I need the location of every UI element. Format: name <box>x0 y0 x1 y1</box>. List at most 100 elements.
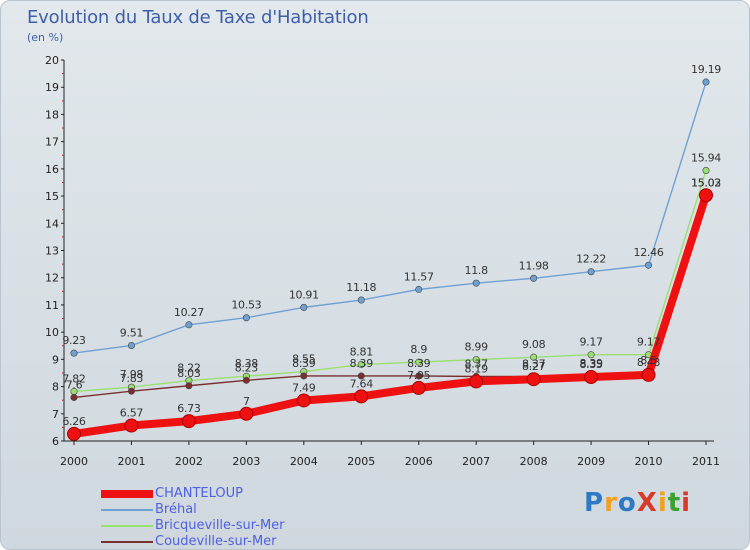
data-point-chanteloup <box>469 374 484 389</box>
data-label-br-hal: 10.27 <box>174 306 204 319</box>
data-point-coudeville-sur-mer <box>357 372 365 380</box>
legend-swatch <box>101 490 153 498</box>
logo-letter: o <box>617 488 637 518</box>
logo-letter: X <box>636 488 658 518</box>
data-point-bricqueville-sur-mer <box>587 351 595 359</box>
y-tick-label: 9 <box>52 353 59 366</box>
data-label-bricqueville-sur-mer: 8.81 <box>350 346 373 359</box>
legend-swatch <box>101 525 153 527</box>
data-point-br-hal <box>185 321 193 329</box>
data-point-coudeville-sur-mer <box>70 393 78 401</box>
data-label-br-hal: 10.53 <box>231 299 261 312</box>
data-point-chanteloup <box>67 426 81 441</box>
data-point-chanteloup <box>526 372 541 387</box>
series-line-bricqueville-sur-mer <box>73 169 707 393</box>
data-label-coudeville-sur-mer: 8.39 <box>407 357 431 370</box>
data-label-coudeville-sur-mer: 8.23 <box>235 361 259 374</box>
data-point-coudeville-sur-mer <box>127 387 135 395</box>
data-label-br-hal: 12.22 <box>576 253 606 266</box>
x-tick-label: 2007 <box>462 455 490 468</box>
logo-letter: i <box>657 488 668 518</box>
data-label-coudeville-sur-mer: 15.02 <box>691 177 721 190</box>
data-point-coudeville-sur-mer <box>242 376 250 384</box>
chart-title: Evolution du Taux de Taxe d'Habitation <box>27 7 369 28</box>
data-point-bricqueville-sur-mer <box>530 353 538 361</box>
data-label-bricqueville-sur-mer: 8.38 <box>235 357 259 370</box>
data-point-bricqueville-sur-mer <box>415 358 423 366</box>
data-point-chanteloup <box>181 414 196 429</box>
y-tick-label: 7 <box>52 408 59 421</box>
y-tick-label: 19 <box>45 81 59 94</box>
series-line-coudeville-sur-mer <box>73 194 707 399</box>
data-label-br-hal: 12.46 <box>634 246 664 259</box>
data-label-br-hal: 9.51 <box>120 326 143 339</box>
data-label-bricqueville-sur-mer: 7.82 <box>62 372 85 385</box>
data-point-br-hal <box>127 341 135 349</box>
legend-label: CHANTELOUP <box>155 486 243 501</box>
data-point-coudeville-sur-mer <box>185 382 193 390</box>
data-point-chanteloup <box>239 406 254 421</box>
data-label-bricqueville-sur-mer: 8.22 <box>177 362 200 375</box>
data-label-coudeville-sur-mer: 8.5 <box>640 354 657 367</box>
data-label-coudeville-sur-mer: 7.6 <box>66 378 83 391</box>
data-point-chanteloup <box>641 367 656 382</box>
x-tick-label: 2004 <box>290 455 318 468</box>
data-label-bricqueville-sur-mer: 8.9 <box>410 343 427 356</box>
data-point-br-hal <box>472 279 480 287</box>
data-point-br-hal <box>645 261 653 269</box>
data-label-coudeville-sur-mer: 8.37 <box>522 358 546 371</box>
data-label-bricqueville-sur-mer: 9.17 <box>637 336 661 349</box>
data-label-coudeville-sur-mer: 8.39 <box>292 357 316 370</box>
data-point-bricqueville-sur-mer <box>472 356 480 364</box>
data-label-br-hal: 11.57 <box>404 270 434 283</box>
data-label-chanteloup: 15.03 <box>691 176 721 189</box>
data-point-coudeville-sur-mer <box>415 372 423 380</box>
x-tick-label: 2008 <box>520 455 548 468</box>
data-label-bricqueville-sur-mer: 8.55 <box>292 353 316 366</box>
data-label-coudeville-sur-mer: 7.83 <box>120 372 144 385</box>
x-tick-label: 2011 <box>692 455 720 468</box>
y-tick-label: 11 <box>45 299 59 312</box>
unit-label: (en %) <box>27 31 64 44</box>
y-tick-label: 10 <box>45 326 59 339</box>
x-tick-label: 2003 <box>232 455 260 468</box>
data-label-bricqueville-sur-mer: 8.99 <box>465 341 489 354</box>
data-label-br-hal: 11.98 <box>519 259 549 272</box>
proxiti-logo: ProXiti <box>584 488 691 518</box>
data-point-bricqueville-sur-mer <box>357 361 365 369</box>
legend-label: Coudeville-sur-Mer <box>155 534 277 549</box>
y-tick-label: 14 <box>45 217 59 230</box>
data-label-chanteloup: 8.43 <box>637 356 661 369</box>
legend-swatch <box>101 509 153 511</box>
data-label-bricqueville-sur-mer: 9.17 <box>579 336 603 349</box>
logo-letter: i <box>681 488 692 518</box>
data-point-br-hal <box>587 268 595 276</box>
legend-label: Bricqueville-sur-Mer <box>155 518 285 533</box>
data-label-chanteloup: 7.64 <box>350 377 374 390</box>
series-line-chanteloup <box>70 191 710 438</box>
data-point-chanteloup <box>584 370 599 385</box>
y-tick-label: 16 <box>45 163 59 176</box>
data-label-coudeville-sur-mer: 8.39 <box>579 357 603 370</box>
data-label-coudeville-sur-mer: 8.03 <box>177 367 201 380</box>
x-tick-label: 2006 <box>405 455 433 468</box>
x-tick-label: 2009 <box>577 455 605 468</box>
legend-label: Bréhal <box>155 502 197 517</box>
data-point-chanteloup <box>354 389 369 404</box>
data-label-br-hal: 9.23 <box>62 334 86 347</box>
x-tick-label: 2005 <box>347 455 375 468</box>
data-point-br-hal <box>530 274 538 282</box>
data-label-chanteloup: 6.57 <box>120 406 144 419</box>
y-tick-label: 8 <box>52 381 59 394</box>
data-label-chanteloup: 8.19 <box>465 362 489 375</box>
data-label-bricqueville-sur-mer: 15.94 <box>691 151 721 164</box>
data-label-chanteloup: 6.26 <box>62 415 86 428</box>
data-label-br-hal: 11.8 <box>465 264 489 277</box>
data-point-br-hal <box>242 314 250 322</box>
y-tick-label: 6 <box>52 435 59 448</box>
data-point-chanteloup <box>296 393 311 408</box>
logo-letter: r <box>604 488 618 518</box>
y-tick-label: 15 <box>45 190 59 203</box>
